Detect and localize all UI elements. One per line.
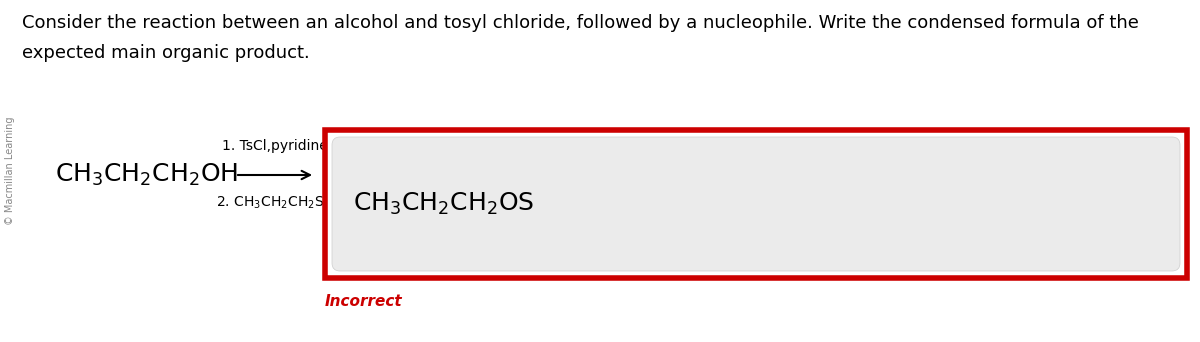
Text: $\mathregular{CH_3CH_2CH_2OH}$: $\mathregular{CH_3CH_2CH_2OH}$: [55, 162, 238, 188]
Bar: [325, 130, 1187, 278]
Text: expected main organic product.: expected main organic product.: [22, 44, 310, 62]
Text: $\mathregular{CH_3CH_2CH_2OS}$: $\mathregular{CH_3CH_2CH_2OS}$: [353, 191, 534, 217]
Text: © Macmillan Learning: © Macmillan Learning: [5, 117, 14, 225]
Text: 2. $\mathregular{CH_3CH_2CH_2S^-}$: 2. $\mathregular{CH_3CH_2CH_2S^-}$: [216, 195, 334, 211]
Text: Consider the reaction between an alcohol and tosyl chloride, followed by a nucle: Consider the reaction between an alcohol…: [22, 14, 1139, 32]
Text: Incorrect: Incorrect: [325, 294, 403, 309]
Text: 1. TsCl,pyridine: 1. TsCl,pyridine: [222, 139, 328, 153]
FancyBboxPatch shape: [332, 137, 1180, 271]
